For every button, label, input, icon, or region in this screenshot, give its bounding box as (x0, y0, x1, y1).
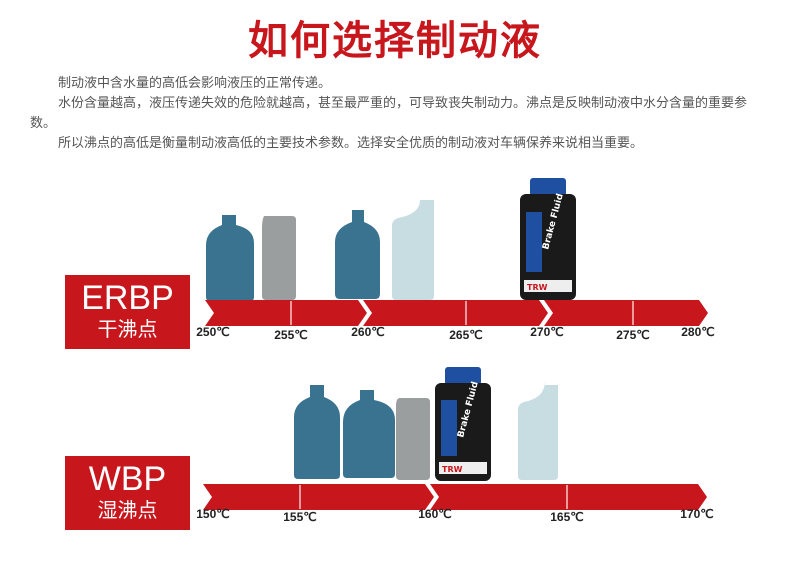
scale-arrow-segment (205, 300, 367, 326)
paragraph: 制动液中含水量的高低会影响液压的正常传递。 (58, 76, 332, 91)
bottle-icon (335, 210, 380, 299)
tick-label: 280℃ (681, 325, 715, 339)
tick-label: 260℃ (351, 325, 385, 339)
brand-logo: TRW (442, 465, 463, 474)
tick-label: 165℃ (550, 510, 584, 524)
brake-fluid-bottle-icon: Brake Fluid TRW (520, 178, 576, 300)
erbp-label-box: ERBP 干沸点 (65, 275, 190, 349)
tick-label: 255℃ (274, 328, 308, 342)
wbp-label-box: WBP 湿沸点 (65, 456, 190, 530)
tick-label: 155℃ (283, 510, 317, 524)
wbp-label: WBP (88, 460, 167, 498)
erbp-label: ERBP (81, 279, 174, 317)
bottle-icon (518, 381, 558, 480)
wbp-label-cn: 湿沸点 (97, 498, 158, 522)
paragraph: 水份含量越高，液压传递失效的危险就越高，甚至最严重的，可导致丧失制动力。沸点是反… (30, 96, 748, 131)
erbp-label-cn: 干沸点 (97, 317, 158, 341)
tick-label: 150℃ (196, 507, 230, 521)
bottle-icon (206, 215, 254, 301)
bottle-icon (392, 200, 434, 300)
bottle-icon (396, 398, 430, 480)
tick-label: 170℃ (680, 507, 714, 521)
tick-label: 270℃ (530, 325, 564, 339)
brand-logo: TRW (527, 283, 548, 292)
scale-arrow-segment (544, 300, 708, 326)
bottle-icon (294, 385, 340, 479)
scale-arrow-segment (430, 484, 707, 510)
intro-text: 制动液中含水量的高低会影响液压的正常传递。 水份含量越高，液压传递失效的危险就越… (30, 74, 770, 154)
scale-arrow-segment (363, 300, 548, 326)
tick-label: 275℃ (616, 328, 650, 342)
tick-label: 250℃ (196, 325, 230, 339)
scale-arrow-segment (203, 484, 434, 510)
bottle-icon (262, 216, 296, 300)
page-title: 如何选择制动液 (248, 18, 542, 64)
brake-fluid-bottle-icon: Brake Fluid TRW (435, 367, 491, 481)
bottle-icon (343, 390, 395, 478)
tick-label: 265℃ (449, 328, 483, 342)
paragraph: 所以沸点的高低是衡量制动液高低的主要技术参数。选择安全优质的制动液对车辆保养来说… (58, 136, 644, 151)
tick-label: 160℃ (418, 507, 452, 521)
